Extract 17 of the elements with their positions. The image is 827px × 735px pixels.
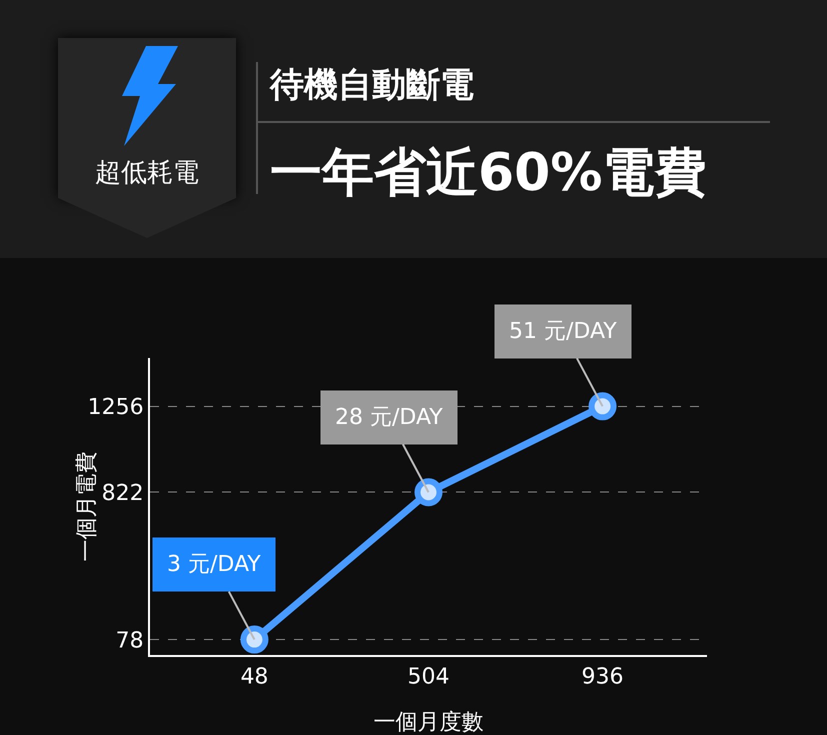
y-tick-label: 1256 (88, 395, 144, 420)
annotation: 28 元/DAY (335, 405, 444, 430)
chart-subtitle: 一年省近60%電費 (270, 142, 706, 205)
point (588, 392, 617, 420)
text: 超低耗電 (94, 157, 200, 190)
annotation: 51 元/DAY (509, 319, 618, 344)
chart-title: 待機自動斷電 (270, 64, 474, 107)
point (240, 626, 268, 654)
x-tick-label: 936 (582, 664, 624, 690)
y-axis-title: 一個月電費 (74, 452, 100, 562)
x-axis-title: 一個月度數 (374, 710, 484, 735)
annotation: 3 元/DAY (167, 552, 262, 577)
point (414, 478, 442, 506)
y-tick-label: 822 (102, 480, 144, 506)
y-tick-label: 78 (116, 628, 144, 654)
x-tick-label: 504 (408, 664, 450, 690)
x-tick-label: 48 (240, 664, 268, 690)
